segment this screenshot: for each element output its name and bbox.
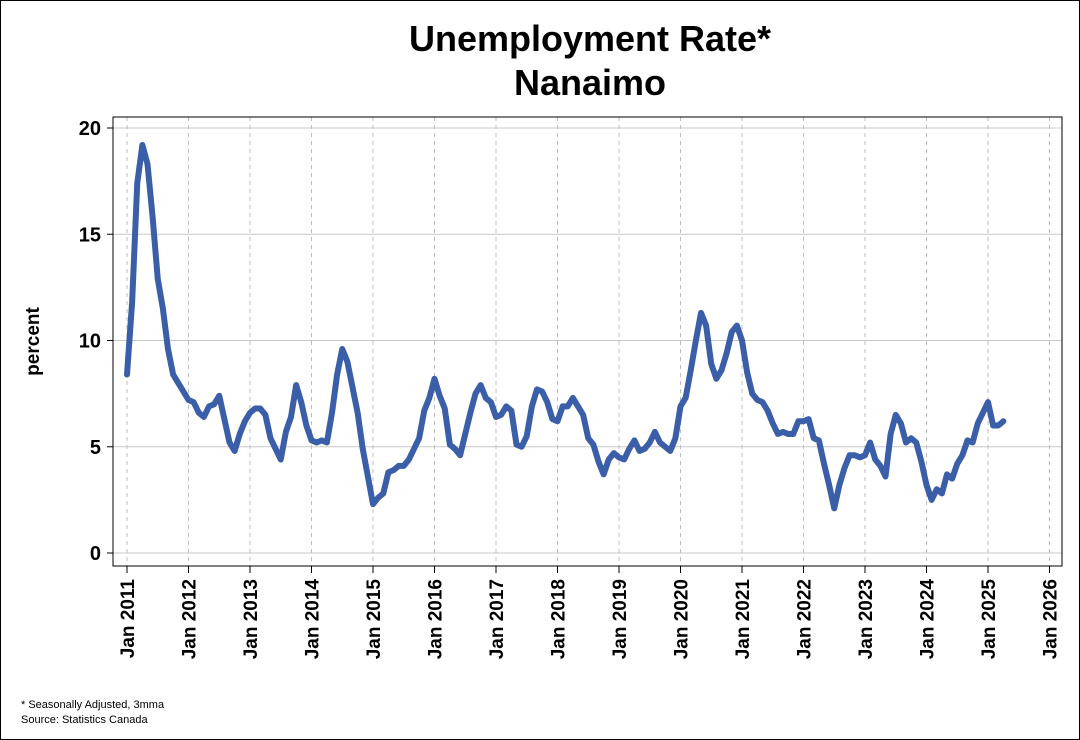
x-tick-label: Jan 2022 <box>795 579 816 659</box>
x-tick-label: Jan 2026 <box>1041 579 1062 659</box>
x-tick-label: Jan 2018 <box>549 579 570 659</box>
x-tick-label: Jan 2012 <box>180 579 201 659</box>
x-tick-label: Jan 2023 <box>856 579 877 659</box>
y-axis-label: percent <box>23 307 44 376</box>
x-tick-label: Jan 2025 <box>979 579 1000 660</box>
y-tick-label: 0 <box>90 543 101 565</box>
x-gridlines <box>126 117 1050 566</box>
x-tick-label: Jan 2019 <box>610 579 631 659</box>
series-line-nanaimo <box>124 142 1007 512</box>
y-tick-label: 15 <box>79 224 101 246</box>
x-tick-label: Jan 2017 <box>487 579 508 659</box>
footnote-seasonal: * Seasonally Adjusted, 3mma <box>21 699 165 711</box>
x-tick-label: Jan 2013 <box>241 579 262 659</box>
x-tick-label: Jan 2021 <box>733 579 754 660</box>
y-tick-label: 20 <box>79 118 101 140</box>
footnote-source: Source: Statistics Canada <box>21 714 148 726</box>
series-points <box>126 144 1004 509</box>
x-tick-label: Jan 2024 <box>918 579 939 660</box>
x-tick-label: Jan 2014 <box>303 579 324 660</box>
chart-subtitle: Nanaimo <box>514 62 666 103</box>
x-tick-label: Jan 2015 <box>364 579 385 660</box>
plot-area-border <box>112 116 1063 567</box>
x-axis-ticks: Jan 2011 Jan 2012 Jan 2013 Jan 2014 Jan 2015… <box>118 566 1062 659</box>
y-gridlines <box>113 127 1062 554</box>
x-tick-label: Jan 2020 <box>672 579 693 659</box>
x-tick-label: Jan 2016 <box>426 579 447 659</box>
y-axis-ticks: 0 5 10 15 20 <box>79 118 113 565</box>
chart-title: Unemployment Rate* <box>409 18 771 59</box>
y-tick-label: 10 <box>79 331 101 353</box>
x-tick-label: Jan 2011 <box>118 579 139 659</box>
y-tick-label: 5 <box>90 437 101 459</box>
